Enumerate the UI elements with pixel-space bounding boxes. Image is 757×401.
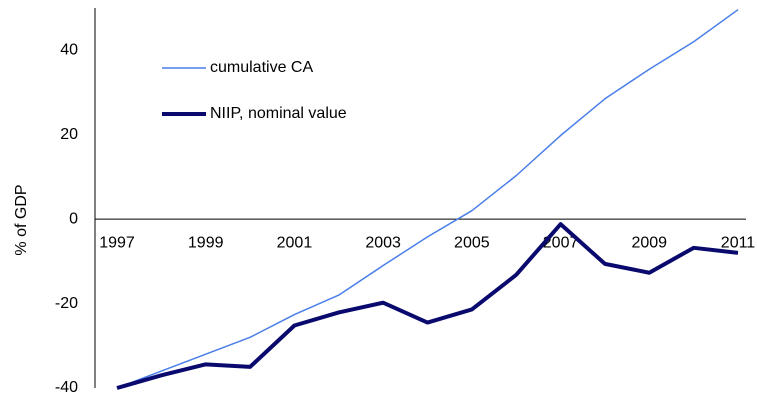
y-tick-label: -20 [55, 295, 78, 312]
y-axis-label: % of GDP [13, 184, 30, 255]
y-tick-label: 0 [69, 210, 78, 227]
y-tick-label: -40 [55, 379, 78, 396]
x-tick-label: 2003 [365, 234, 401, 251]
x-tick-label: 2011 [721, 234, 756, 251]
x-tick-label: 2005 [454, 234, 490, 251]
legend-label: cumulative CA [210, 59, 313, 76]
x-tick-label: 1997 [99, 234, 135, 251]
x-tick-label: 2009 [631, 234, 667, 251]
y-tick-label: 20 [60, 126, 78, 143]
x-tick-label: 1999 [188, 234, 224, 251]
legend-label: NIIP, nominal value [210, 105, 347, 122]
x-tick-label: 2007 [543, 234, 579, 251]
series-line [116, 9, 739, 389]
y-tick-label: 40 [60, 41, 78, 58]
x-tick-label: 2001 [277, 234, 313, 251]
series-line [116, 222, 739, 390]
